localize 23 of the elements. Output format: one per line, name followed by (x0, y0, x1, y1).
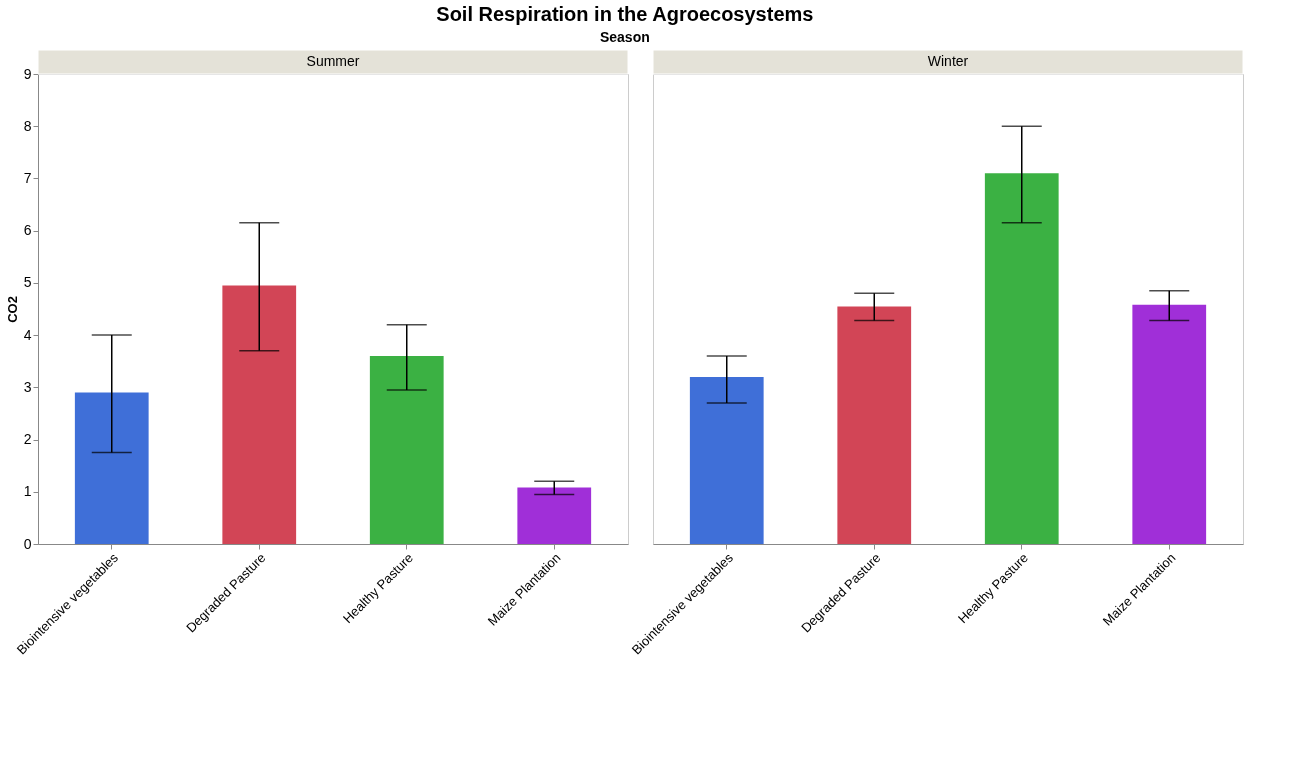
y-tick-label: 6 (23, 222, 32, 239)
text: Winter (927, 53, 969, 69)
chart-subtitle: Season (599, 29, 650, 45)
bar (369, 356, 444, 544)
y-tick-label: 7 (23, 169, 32, 186)
bar (222, 285, 297, 544)
y-tick-label: 4 (23, 326, 32, 343)
y-tick-label: 9 (23, 65, 32, 82)
y-tick-label: 8 (23, 117, 32, 134)
bar (517, 487, 592, 544)
bar (1132, 304, 1207, 544)
y-axis-title: CO2 (4, 296, 20, 323)
y-tick-label: 1 (23, 483, 32, 500)
text: Summer (306, 53, 360, 69)
y-tick-label: 3 (23, 378, 32, 395)
bar (74, 392, 149, 544)
y-tick-label: 5 (23, 274, 32, 291)
bar (984, 173, 1059, 544)
bar (689, 376, 764, 544)
bar (837, 306, 912, 544)
y-tick-label: 0 (23, 535, 32, 552)
y-tick-label: 2 (23, 431, 32, 448)
chart-title: Soil Respiration in the Agroecosystems (436, 3, 814, 25)
